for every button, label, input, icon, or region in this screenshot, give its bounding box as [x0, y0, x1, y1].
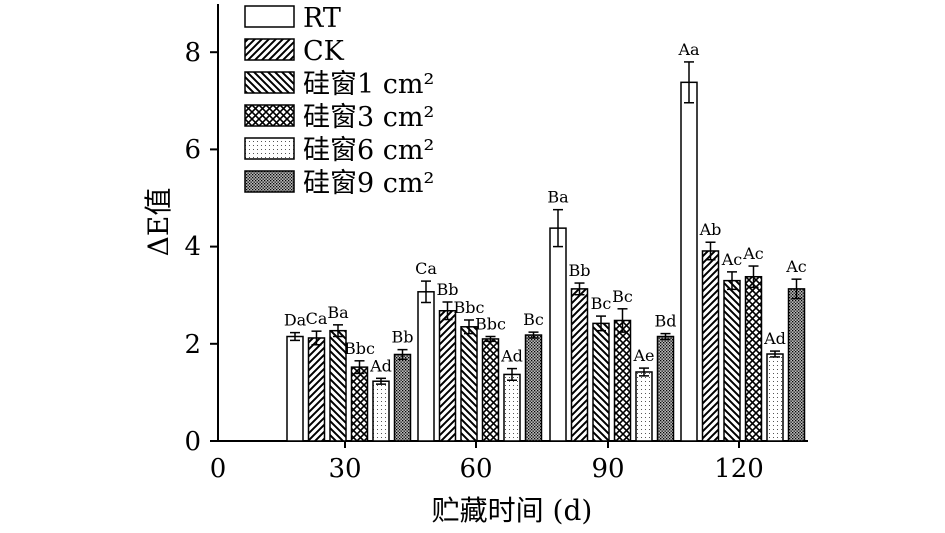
bar — [680, 81, 698, 442]
significance-label: Ad — [763, 329, 786, 348]
significance-label: Aa — [677, 40, 700, 59]
bar — [570, 288, 589, 442]
legend-label-rt: RT — [303, 3, 341, 34]
y-axis-title: ΔE值 — [142, 188, 175, 257]
legend-label-window6: 硅窗6 cm² — [303, 135, 434, 166]
significance-label: Ca — [415, 259, 437, 278]
significance-label: Bb — [392, 328, 414, 347]
legend-swatch-6 — [244, 170, 295, 193]
significance-label: Bc — [612, 287, 633, 306]
legend-label-window3: 硅窗3 cm² — [303, 102, 434, 133]
bar — [524, 334, 543, 442]
bar — [503, 373, 521, 442]
x-tick-label-120: 120 — [714, 454, 764, 484]
x-tick-label-90: 90 — [591, 454, 624, 484]
significance-label: Ac — [721, 250, 743, 269]
significance-label: Bc — [523, 310, 544, 329]
significance-label: Ad — [369, 356, 392, 375]
significance-label: Ae — [632, 346, 654, 365]
x-tick-label-60: 60 — [459, 454, 492, 484]
x-tick-label-30: 30 — [328, 454, 361, 484]
y-tick-label-8: 8 — [184, 38, 201, 68]
bar — [613, 319, 632, 442]
legend-label-window1: 硅窗1 cm² — [303, 69, 434, 100]
legend-label-ck: CK — [303, 36, 345, 67]
bar — [766, 353, 784, 442]
significance-label: Bbc — [344, 339, 375, 358]
legend-swatch-5 — [244, 137, 295, 160]
bar — [460, 326, 478, 442]
significance-label: Ba — [327, 303, 349, 322]
legend-swatch-2 — [244, 38, 295, 61]
legend-swatch-3 — [244, 71, 295, 94]
bar — [372, 380, 390, 442]
x-axis-title: 贮藏时间 (d) — [432, 494, 593, 527]
y-tick-label-0: 0 — [184, 427, 201, 457]
significance-label: Bb — [437, 280, 459, 299]
bar — [438, 310, 457, 442]
bar — [481, 338, 500, 442]
bar — [723, 279, 741, 442]
bar — [350, 366, 369, 442]
significance-label: Da — [284, 311, 307, 330]
significance-label: Ad — [500, 347, 523, 366]
legend-swatch-1 — [244, 5, 295, 28]
legend-swatch-4 — [244, 104, 295, 127]
bar — [656, 335, 675, 442]
significance-label: Bbc — [454, 298, 485, 317]
bar — [417, 291, 435, 442]
x-origin-label: 0 — [210, 454, 227, 484]
bar — [592, 322, 610, 442]
legend-label-window9: 硅窗9 cm² — [303, 168, 434, 199]
bar — [549, 227, 567, 442]
y-tick-label-6: 6 — [184, 135, 201, 165]
bar — [393, 353, 412, 442]
bar — [286, 335, 304, 442]
significance-label: Ba — [547, 188, 569, 207]
bar — [701, 250, 720, 442]
bar — [744, 275, 763, 442]
significance-label: Bbc — [475, 315, 506, 334]
bar — [307, 337, 326, 442]
significance-label: Bb — [569, 261, 591, 280]
significance-label: Bc — [591, 294, 612, 313]
significance-label: Ab — [699, 220, 722, 239]
bar — [787, 288, 806, 442]
significance-label: Ca — [306, 309, 328, 328]
bar — [635, 371, 653, 442]
significance-label: Ac — [742, 244, 764, 263]
significance-label: Bd — [655, 312, 677, 331]
significance-label: Ac — [785, 257, 807, 276]
y-tick-label-2: 2 — [184, 330, 201, 360]
y-tick-label-4: 4 — [184, 232, 201, 262]
